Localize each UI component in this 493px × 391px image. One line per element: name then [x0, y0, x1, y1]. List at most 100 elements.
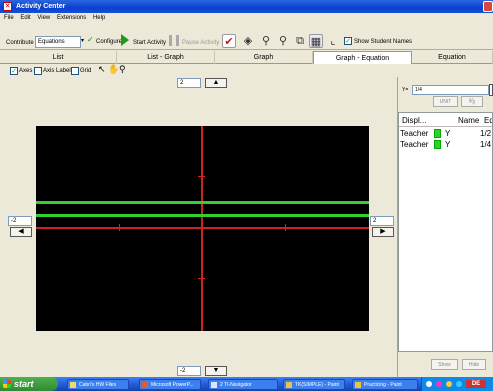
taskbar-item-paint-1[interactable]: TK(SIMPLE) - Paint [283, 379, 345, 390]
grid-checkbox[interactable] [71, 67, 79, 75]
tab-list[interactable]: List [0, 51, 117, 64]
ymax-field[interactable]: 2 [177, 78, 201, 88]
pan-left-button[interactable]: ◀ [10, 227, 32, 237]
menu-file[interactable]: File [4, 15, 14, 21]
ymin-field[interactable]: -2 [177, 366, 201, 376]
hide-button[interactable]: Hide [462, 359, 486, 370]
col-header-equation[interactable]: Eq [484, 116, 493, 125]
tray-icon[interactable] [446, 381, 452, 387]
paint-icon [355, 382, 361, 388]
check-icon: ✓ [87, 35, 94, 44]
pan-down-button[interactable]: ▼ [205, 366, 227, 376]
graph-options-bar [0, 64, 396, 77]
unit-button[interactable]: UNIT [433, 96, 458, 107]
axis-labels-checkbox[interactable] [34, 67, 42, 75]
xmax-field[interactable]: 2 [370, 216, 394, 226]
tray-icon[interactable] [456, 381, 462, 387]
zoom-in-icon[interactable]: ⚲ [261, 35, 271, 47]
axes-checkbox[interactable]: ✓ [10, 67, 18, 75]
graph-trace-icon[interactable]: ⌞ [330, 35, 336, 47]
start-label: start [14, 379, 34, 389]
chevron-down-icon[interactable]: ▾ [81, 38, 85, 44]
axis-labels-label: Axis Labels [43, 68, 74, 74]
xmin-field[interactable]: -2 [8, 216, 32, 226]
fraction-button[interactable]: ᵃ⁄ᵦ [461, 96, 483, 107]
tab-graph-equation[interactable]: Graph - Equation [313, 51, 412, 64]
graph-canvas[interactable] [36, 126, 369, 331]
equation-prefix: Y= [402, 87, 409, 93]
contribute-label: Contribute [6, 40, 34, 46]
menu-help[interactable]: Help [92, 15, 106, 21]
menu-view[interactable]: View [37, 15, 51, 21]
zoom-out-icon[interactable]: ⚲ [278, 35, 288, 47]
paint-icon [286, 382, 292, 388]
windows-logo-icon [3, 380, 11, 388]
color-swatch[interactable] [434, 140, 441, 149]
show-button[interactable]: Show [431, 359, 458, 370]
zoom-tool-icon[interactable]: ⚲ [119, 64, 126, 74]
task-label: Practicing - Paint [364, 382, 402, 388]
app-icon: ✕ [3, 2, 12, 11]
col-header-name[interactable]: Name [458, 116, 480, 125]
title-bar: Activity Center [0, 0, 493, 13]
start-activity-icon[interactable] [121, 34, 129, 46]
row-name: Y [445, 129, 451, 138]
color-swatch[interactable] [434, 129, 441, 138]
pan-up-button[interactable]: ▲ [205, 78, 227, 88]
x-tick [285, 224, 286, 231]
task-label: Microsoft PowerP... [151, 382, 194, 388]
graph-line-y-quarter [36, 214, 369, 218]
pause-activity-icon [169, 35, 179, 46]
tray-badge-icon[interactable]: DE [466, 380, 486, 388]
window-title: Activity Center [16, 3, 66, 10]
zoom-box-icon[interactable]: ⧉ [296, 35, 304, 47]
equation-input[interactable]: 1/4 [412, 85, 489, 95]
contribute-select[interactable]: Equations [35, 36, 81, 48]
folder-icon [70, 382, 76, 388]
task-label: 2 TI-Navigator [220, 382, 252, 388]
show-names-label: Show Student Names [354, 39, 413, 45]
taskbar-item-powerpoint[interactable]: Microsoft PowerP... [139, 379, 201, 390]
tab-bar: List List - Graph Graph Graph - Equation… [0, 51, 493, 64]
show-names-checkbox[interactable]: ✓ [344, 37, 352, 45]
pointer-tool-icon[interactable]: ↖ [98, 64, 106, 74]
tab-graph[interactable]: Graph [215, 51, 313, 64]
task-label: Cabri's HW Files [79, 382, 117, 388]
pause-activity-button: Pause Activity [182, 40, 220, 46]
equation-submit-button[interactable] [489, 84, 493, 96]
menu-extensions[interactable]: Extensions [56, 15, 87, 21]
col-header-display[interactable]: Displ... [402, 116, 427, 125]
grid-label: Grid [80, 68, 92, 74]
tab-list-graph[interactable]: List - Graph [117, 51, 215, 64]
system-tray: DE [421, 377, 493, 391]
taskbar-item-folder[interactable]: Cabri's HW Files [67, 379, 129, 390]
close-window-button[interactable] [483, 1, 493, 12]
configure-button[interactable]: Configure [96, 39, 123, 45]
checklist-icon[interactable]: ✔ [222, 34, 236, 48]
hand-tool-icon[interactable]: ✋ [108, 64, 120, 74]
tray-icon[interactable] [436, 381, 442, 387]
axes-label: Axes [19, 68, 33, 74]
x-tick [119, 224, 120, 231]
start-button[interactable]: start [0, 377, 58, 391]
network-icon[interactable] [426, 381, 432, 387]
screenshot-icon[interactable]: ◈ [243, 35, 253, 47]
row-display[interactable]: Teacher [400, 140, 429, 149]
y-tick [198, 278, 205, 279]
row-equation[interactable]: 1/2 [480, 129, 492, 138]
row-display[interactable]: Teacher [400, 129, 429, 138]
tab-equation[interactable]: Equation [412, 51, 493, 64]
powerpoint-icon [142, 382, 148, 388]
table-divider [399, 126, 492, 127]
row-equation[interactable]: 1/4 [480, 140, 492, 149]
equation-table: Displ... Name Eq Teacher Y 1/2 Teacher Y… [398, 112, 493, 352]
pan-right-button[interactable]: ▶ [372, 227, 394, 237]
taskbar-item-paint-2[interactable]: Practicing - Paint [352, 379, 418, 390]
y-axis [201, 126, 203, 331]
menu-bar: File Edit View Extensions Help [0, 13, 493, 24]
contribute-value: Equations [38, 39, 65, 45]
menu-edit[interactable]: Edit [20, 15, 31, 21]
window-settings-icon[interactable]: ▦ [309, 34, 323, 48]
start-activity-button[interactable]: Start Activity [133, 40, 167, 46]
taskbar-item-navigator[interactable]: 2 TI-Navigator [208, 379, 278, 390]
